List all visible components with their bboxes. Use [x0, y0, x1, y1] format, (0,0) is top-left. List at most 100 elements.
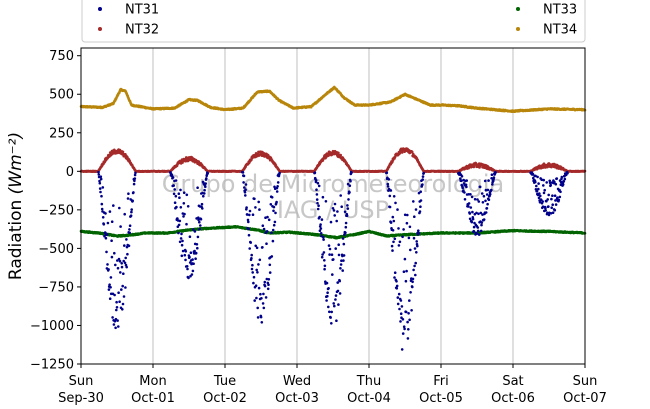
data-point-nt31 [261, 246, 264, 249]
data-point-nt31 [337, 243, 341, 246]
data-point-nt31 [338, 279, 342, 283]
data-point-nt31 [104, 236, 108, 240]
data-point-nt31 [182, 191, 186, 194]
data-point-nt31 [316, 207, 320, 211]
data-point-nt31 [118, 206, 121, 210]
data-point-nt31 [248, 209, 252, 213]
data-point-nt31 [180, 232, 183, 236]
data-point-nt31 [321, 195, 325, 199]
data-point-nt31 [255, 246, 259, 250]
data-point-nt31 [121, 308, 124, 311]
series-nt33 [79, 225, 587, 240]
data-point-nt31 [183, 212, 186, 216]
data-point-nt31 [316, 181, 320, 185]
data-point-nt31 [190, 273, 194, 276]
data-point-nt31 [348, 191, 351, 194]
data-point-nt31 [177, 231, 180, 235]
data-point-nt31 [106, 263, 109, 266]
data-point-nt31 [268, 271, 272, 274]
data-point-nt31 [395, 280, 398, 283]
data-point-nt31 [185, 265, 189, 268]
data-point-nt31 [108, 210, 112, 213]
data-point-nt31 [250, 253, 253, 257]
data-point-nt31 [132, 191, 135, 194]
data-point-nt31 [392, 219, 396, 223]
data-point-nt31 [180, 254, 184, 258]
data-point-nt31 [396, 296, 400, 299]
data-point-nt32 [339, 153, 343, 157]
data-point-nt31 [258, 208, 261, 211]
data-point-nt31 [119, 225, 122, 228]
data-point-nt31 [350, 171, 353, 174]
data-point-nt31 [198, 227, 201, 231]
data-point-nt31 [385, 171, 389, 175]
data-point-nt31 [339, 194, 343, 197]
data-point-nt31 [266, 287, 270, 291]
data-point-nt31 [244, 183, 248, 186]
data-point-nt31 [186, 267, 189, 271]
data-point-nt31 [247, 233, 251, 237]
data-point-nt31 [171, 176, 175, 179]
data-point-nt31 [115, 306, 119, 309]
data-point-nt31 [114, 326, 117, 330]
data-point-nt31 [180, 243, 184, 247]
data-point-nt31 [172, 192, 176, 196]
data-point-nt31 [177, 192, 181, 195]
data-point-nt31 [270, 231, 273, 234]
data-point-nt31 [391, 229, 395, 232]
data-point-nt31 [242, 174, 246, 178]
data-point-nt31 [326, 294, 329, 298]
data-point-nt31 [316, 201, 319, 205]
data-point-nt31 [198, 220, 201, 224]
data-point-nt31 [242, 181, 245, 184]
data-point-nt31 [106, 221, 110, 225]
data-point-nt31 [328, 310, 331, 314]
data-point-nt31 [109, 286, 112, 289]
data-point-nt31 [336, 289, 340, 293]
data-point-nt31 [272, 209, 275, 213]
data-point-nt31 [339, 263, 343, 266]
data-point-nt31 [98, 181, 102, 185]
data-point-nt31 [244, 188, 247, 191]
data-point-nt31 [121, 284, 124, 288]
data-point-nt31 [184, 250, 188, 253]
data-point-nt31 [267, 283, 270, 287]
data-point-nt31 [191, 258, 194, 261]
data-point-nt31 [179, 237, 183, 240]
data-point-nt31 [187, 276, 190, 280]
data-point-nt31 [257, 200, 261, 204]
data-point-nt31 [267, 218, 271, 222]
data-point-nt31 [197, 216, 200, 219]
data-point-nt31 [264, 296, 268, 299]
data-point-nt31 [346, 207, 350, 210]
data-point-nt31 [174, 179, 178, 182]
data-point-nt31 [320, 255, 324, 259]
data-point-nt31 [132, 182, 136, 186]
data-point-nt31 [130, 210, 133, 214]
data-point-nt31 [319, 223, 322, 226]
data-point-nt31 [115, 308, 118, 312]
data-point-nt31 [185, 222, 188, 226]
data-point-nt31 [256, 271, 259, 274]
data-point-nt31 [317, 204, 320, 207]
data-point-nt31 [116, 319, 119, 322]
data-point-nt31 [115, 300, 118, 304]
data-point-nt31 [118, 259, 122, 263]
data-point-nt31 [108, 297, 112, 301]
data-point-nt31 [116, 266, 120, 270]
data-point-nt31 [337, 303, 340, 306]
data-point-nt31 [123, 244, 126, 247]
data-point-nt31 [173, 201, 177, 204]
data-point-nt31 [276, 181, 280, 184]
data-point-nt31 [331, 273, 334, 276]
data-point-nt31 [275, 200, 278, 204]
data-point-nt31 [112, 323, 116, 326]
data-point-nt31 [124, 286, 127, 289]
data-point-nt31 [255, 268, 258, 272]
data-point-nt31 [323, 267, 326, 271]
data-point-nt31 [196, 246, 199, 250]
data-point-nt31 [244, 194, 247, 197]
data-point-nt31 [395, 284, 399, 288]
data-point-nt31 [253, 197, 256, 201]
data-point-nt31 [267, 278, 271, 281]
